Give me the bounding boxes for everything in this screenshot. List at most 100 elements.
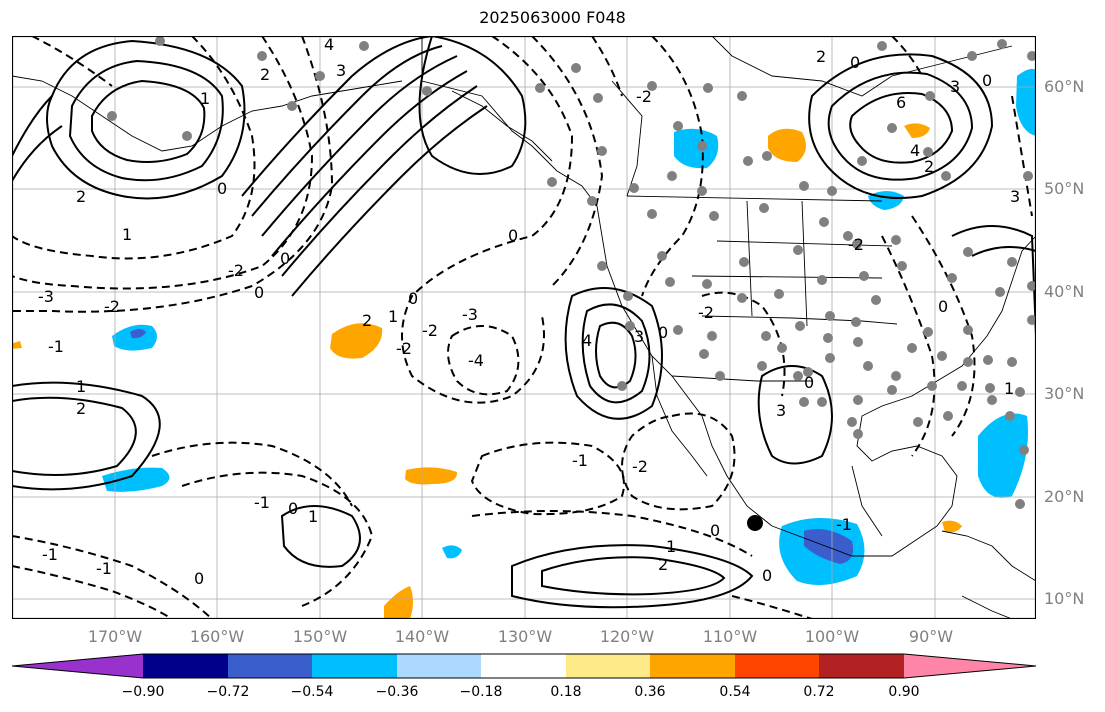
colorbar-tick: −0.72 [206, 684, 250, 700]
shade-orange-gulf [942, 520, 962, 533]
colorbar-segment [12, 654, 143, 678]
contour-label: 0 [850, 53, 860, 72]
colorbar-segment [566, 654, 650, 678]
contour-label: 1 [308, 507, 318, 526]
shade-cyan-ne [1016, 68, 1036, 136]
colorbar-segment [312, 654, 397, 678]
lon-label-160w: 160°W [189, 627, 245, 646]
colorbar [12, 653, 1036, 679]
shade-orange-canada [768, 128, 806, 162]
dashed-contours [12, 36, 1033, 619]
lon-label-100w: 100°W [804, 627, 860, 646]
contour-label: 3 [1010, 187, 1020, 206]
colorbar-tick: 0.18 [550, 684, 582, 700]
lon-label-130w: 130°W [497, 627, 553, 646]
lat-label-10n: 10°N [1044, 589, 1085, 608]
lat-label-20n: 20°N [1044, 487, 1085, 506]
map-frame [12, 36, 1036, 619]
lat-label-60n: 60°N [1044, 77, 1085, 96]
shade-cyan-hawaii [102, 467, 170, 492]
contour-label: -2 [632, 457, 648, 476]
contour-label: 2 [658, 555, 668, 574]
contour-label: 6 [896, 93, 906, 112]
contour-label: -1 [254, 493, 270, 512]
contour-label: -1 [572, 451, 588, 470]
colorbar-segment [397, 654, 481, 678]
contour-label: -2 [848, 235, 864, 254]
contour-label: -1 [48, 337, 64, 356]
lon-label-140w: 140°W [394, 627, 450, 646]
colorbar-tick: −0.90 [121, 684, 165, 700]
contour-label: -2 [396, 339, 412, 358]
shade-orange-mid [405, 467, 458, 485]
contour-label: 0 [982, 71, 992, 90]
colorbar-segment [228, 654, 312, 678]
contour-label: 4 [324, 36, 334, 54]
colorbar-tick: −0.36 [375, 684, 419, 700]
shade-orange-ne [904, 123, 930, 138]
lat-label-40n: 40°N [1044, 282, 1085, 301]
lat-label-50n: 50°N [1044, 179, 1085, 198]
map-background [12, 36, 1036, 619]
contour-label: 0 [217, 179, 227, 198]
shade-cyan-east [978, 413, 1028, 498]
shade-blue-west [130, 329, 146, 339]
contour-label: 1 [122, 225, 132, 244]
contour-label: 3 [336, 61, 346, 80]
contour-label: -2 [636, 87, 652, 106]
colorbar-segment [650, 654, 735, 678]
contour-label: 0 [254, 283, 264, 302]
contour-label: -1 [96, 559, 112, 578]
colorbar-tick: 0.54 [719, 684, 751, 700]
colorbar-tick: −0.18 [459, 684, 503, 700]
lon-label-170w: 170°W [87, 627, 143, 646]
shade-cyan-islands [12, 341, 22, 349]
contour-label: -3 [462, 305, 478, 324]
contour-label: 4 [582, 331, 592, 350]
contour-label: 1 [666, 537, 676, 556]
contour-label: 3 [634, 327, 644, 346]
solid-contours [12, 36, 1036, 609]
contour-label: 1 [1004, 379, 1014, 398]
lon-label-90w: 90°W [908, 627, 954, 646]
colorbar-tick: −0.54 [290, 684, 334, 700]
contour-label: -2 [104, 297, 120, 316]
contour-label: 0 [938, 297, 948, 316]
lon-label-110w: 110°W [702, 627, 758, 646]
colorbar-outline [12, 653, 1036, 679]
contour-label: 0 [280, 249, 290, 268]
contour-label: 4 [910, 141, 920, 160]
contour-label: 0 [710, 521, 720, 540]
contour-label: 0 [508, 226, 518, 245]
contour-label: 2 [924, 157, 934, 176]
shade-cyan-canada [674, 128, 719, 169]
shade-orange-south [384, 586, 413, 619]
colorbar-segments [12, 653, 1036, 679]
colorbar-tick: 0.72 [803, 684, 835, 700]
colorbar-segment [904, 654, 1036, 678]
contour-label: 0 [762, 566, 772, 585]
position-marker [747, 515, 763, 531]
contour-labels: 4 3 2 1 0 2 1 -3 -2 -2 0 0 -1 1 2 2 1 0 … [38, 36, 1020, 588]
contour-label: 0 [288, 499, 298, 518]
colorbar-tick: 0.36 [634, 684, 666, 700]
contour-label: 1 [200, 89, 210, 108]
contour-label: 2 [816, 47, 826, 66]
coastlines [12, 36, 1036, 619]
contour-label: -4 [468, 351, 484, 370]
station-dots [107, 36, 1036, 509]
contour-label: 0 [194, 569, 204, 588]
gridlines [12, 36, 1036, 619]
contour-label: 1 [76, 377, 86, 396]
contour-label: -2 [228, 261, 244, 280]
contour-label: 2 [76, 187, 86, 206]
contour-label: 3 [950, 77, 960, 96]
contour-label: -2 [422, 321, 438, 340]
contour-label: 2 [260, 65, 270, 84]
contour-label: 2 [76, 399, 86, 418]
contour-label: 1 [388, 307, 398, 326]
shade-cyan-small [442, 545, 462, 559]
contour-label: 3 [776, 401, 786, 420]
colorbar-tick: 0.90 [888, 684, 920, 700]
contour-label: 0 [408, 289, 418, 308]
